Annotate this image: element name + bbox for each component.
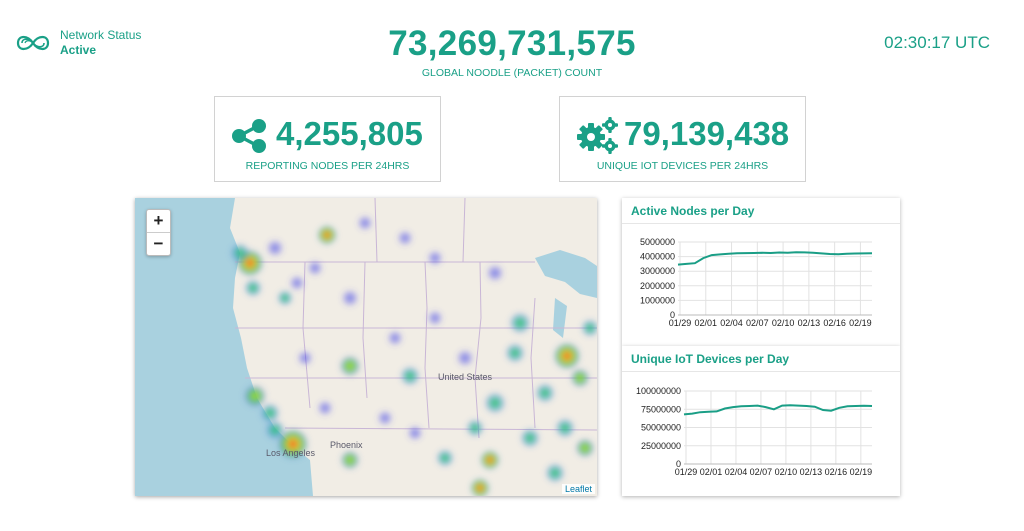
logo-icon (16, 35, 50, 51)
unique-devices-label: UNIQUE IOT DEVICES PER 24HRS (596, 160, 769, 172)
y-tick-label: 2000000 (640, 281, 675, 291)
x-tick-label: 02/07 (750, 467, 773, 477)
leaflet-attribution-link[interactable]: Leaflet (561, 484, 595, 494)
reporting-nodes-label: REPORTING NODES PER 24HRS (245, 160, 410, 172)
zoom-control: + − (146, 209, 171, 256)
reporting-nodes-value: 4,255,805 (276, 115, 423, 152)
x-tick-label: 01/29 (669, 318, 692, 328)
x-tick-label: 02/16 (823, 318, 846, 328)
series-line (683, 404, 873, 416)
unique-devices-chart-panel: Unique IoT Devices per Day 100000000 7500… (622, 346, 900, 496)
y-tick-label: 5000000 (640, 237, 675, 247)
y-tick-label: 3000000 (640, 266, 675, 276)
x-tick-label: 02/19 (849, 318, 872, 328)
y-tick-label: 1000000 (640, 295, 675, 305)
map-basemap (135, 198, 597, 496)
zoom-in-button[interactable]: + (153, 211, 164, 230)
y-tick-label: 0 (670, 310, 675, 320)
unique-devices-value: 79,139,438 (624, 115, 790, 152)
zoom-out-button[interactable]: − (147, 232, 170, 255)
active-nodes-chart: 5000000 4000000 3000000 2000000 1000000 001/2… (640, 237, 873, 328)
map-label-phoenix: Phoenix (330, 440, 363, 450)
active-nodes-chart-panel: Active Nodes per Day 5000000 4000000 30000… (622, 198, 900, 346)
x-tick-label: 02/10 (772, 318, 795, 328)
x-tick-label: 02/19 (850, 467, 873, 477)
y-tick-label: 25000000 (641, 441, 681, 451)
x-tick-label: 02/04 (725, 467, 748, 477)
utc-clock: 02:30:17 UTC (884, 33, 990, 52)
heatmap-map[interactable]: + − United States Phoenix Los Angeles Le… (135, 198, 597, 496)
chart-title: Unique IoT Devices per Day (631, 352, 790, 366)
gears-icon (577, 117, 618, 154)
network-status-label: Network Status (60, 28, 142, 42)
reporting-nodes-card: 4,255,805 REPORTING NODES PER 24HRS (214, 96, 441, 182)
y-tick-label: 75000000 (641, 404, 681, 414)
x-tick-label: 02/10 (775, 467, 798, 477)
network-status-value: Active (60, 43, 97, 57)
x-tick-label: 02/16 (825, 467, 848, 477)
x-tick-label: 01/29 (675, 467, 698, 477)
x-tick-label: 02/01 (695, 318, 718, 328)
map-label-country: United States (438, 372, 493, 382)
x-tick-label: 02/13 (800, 467, 823, 477)
y-tick-label: 50000000 (641, 423, 681, 433)
x-tick-label: 02/07 (746, 318, 769, 328)
y-tick-label: 0 (676, 459, 681, 469)
global-packet-count: 73,269,731,575 (388, 24, 636, 63)
x-tick-label: 02/04 (720, 318, 743, 328)
global-packet-count-label: GLOBAL NOODLE (PACKET) COUNT (421, 67, 603, 79)
x-tick-label: 02/13 (798, 318, 821, 328)
y-tick-label: 4000000 (640, 252, 675, 262)
unique-devices-card: 79,139,438 UNIQUE IOT DEVICES PER 24HRS (559, 96, 806, 182)
share-icon (232, 119, 266, 153)
x-tick-label: 02/01 (700, 467, 723, 477)
chart-title: Active Nodes per Day (631, 204, 755, 218)
map-label-los-angeles: Los Angeles (266, 448, 316, 458)
series-line (677, 251, 873, 266)
network-status: Network Status Active (60, 28, 141, 58)
y-tick-label: 100000000 (636, 386, 681, 396)
